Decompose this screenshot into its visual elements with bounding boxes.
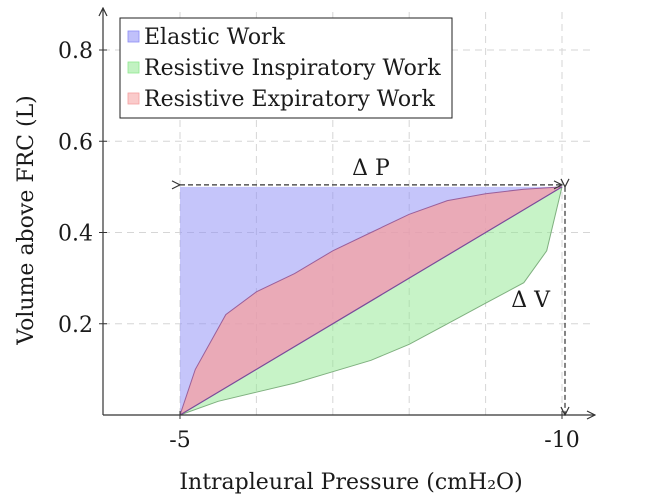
legend-item-resistive-expiratory-work-swatch <box>127 92 140 105</box>
legend-box <box>119 17 453 119</box>
legend-item-resistive-inspiratory-work-label: Resistive Inspiratory Work <box>144 56 441 81</box>
x-axis-title: Intrapleural Pressure (cmH₂O) <box>179 470 522 495</box>
axes <box>103 8 595 415</box>
annotations: Δ P Δ V <box>180 156 565 415</box>
legend-item-resistive-expiratory-work-label: Resistive Expiratory Work <box>144 87 436 112</box>
y-tick-label-3: 0.8 <box>58 39 93 64</box>
legend: Elastic Work Resistive Inspiratory Work Re… <box>119 17 453 119</box>
plot-curves <box>179 186 563 416</box>
legend-item-elastic-work-swatch <box>127 30 140 43</box>
tick-labels: -5 -10 0.2 0.4 0.6 0.8 <box>58 39 580 453</box>
inspiratory-curve <box>179 186 563 416</box>
delta-p-label: Δ P <box>352 156 390 181</box>
x-tick-label-0: -5 <box>169 428 190 453</box>
legend-item-elastic-work-label: Elastic Work <box>144 25 286 50</box>
delta-v-label: Δ V <box>511 288 551 313</box>
compliance-line <box>179 186 563 416</box>
y-tick-label-2: 0.6 <box>58 130 93 155</box>
x-tick-label-1: -10 <box>544 428 579 453</box>
y-axis-title: Volume above FRC (L) <box>14 95 39 346</box>
y-tick-label-1: 0.4 <box>58 222 93 247</box>
y-tick-label-0: 0.2 <box>58 313 93 338</box>
expiratory-curve <box>179 186 563 416</box>
legend-item-resistive-inspiratory-work-swatch <box>127 61 140 74</box>
